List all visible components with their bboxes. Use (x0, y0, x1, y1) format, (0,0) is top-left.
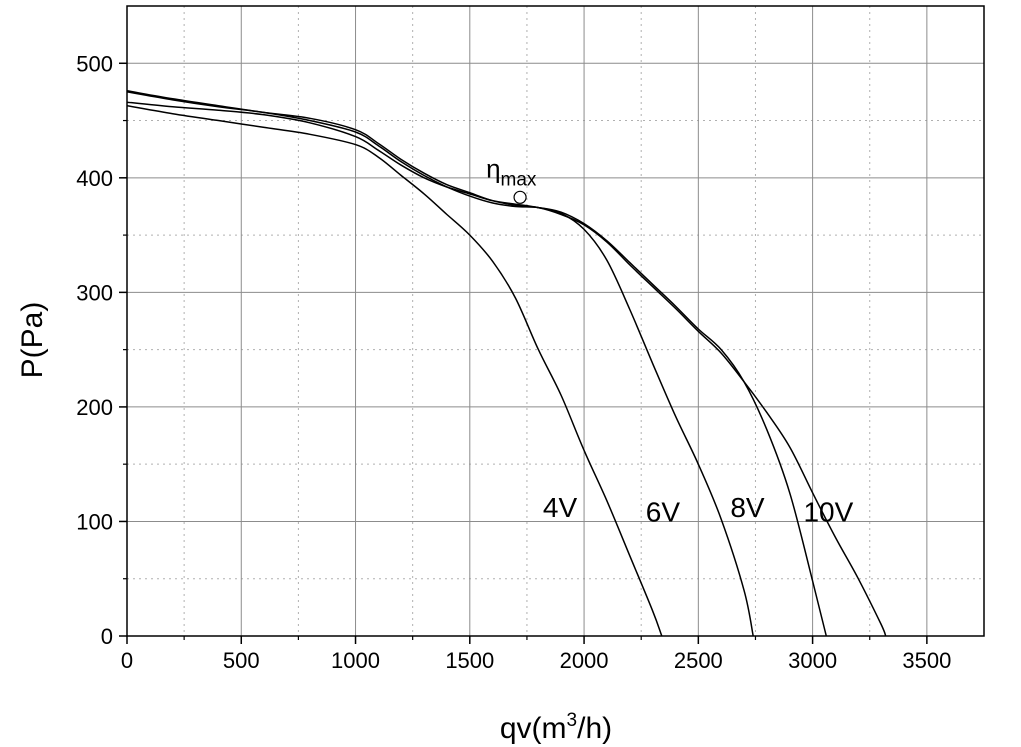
x-tick-label: 3500 (902, 648, 951, 673)
series-label-8v: 8V (730, 492, 765, 523)
y-axis-title: P(Pa) (16, 302, 49, 379)
x-axis-title-superscript: 3 (567, 710, 578, 731)
x-tick-label: 0 (121, 648, 133, 673)
grid-lines (127, 6, 984, 636)
max-efficiency-label: ηmax (486, 153, 537, 190)
axis-tick-labels: 0 500 1000 1500 2000 2500 3000 3500 0 100 200 300 40… (76, 51, 951, 673)
x-tick-label: 500 (223, 648, 260, 673)
series-labels: 4V 6V 8V 10V (543, 492, 854, 528)
x-tick-label: 1500 (445, 648, 494, 673)
x-tick-label: 1000 (331, 648, 380, 673)
x-axis-title-end: /h) (577, 712, 612, 745)
y-tick-label: 200 (76, 395, 113, 420)
series-line-4v (126, 104, 663, 637)
series-label-10v: 10V (803, 496, 853, 527)
y-tick-label: 0 (101, 624, 113, 649)
x-tick-label: 2000 (560, 648, 609, 673)
y-tick-label: 100 (76, 509, 113, 534)
series-line-10v (126, 90, 887, 637)
series-label-4v: 4V (543, 492, 578, 523)
series-label-6v: 6V (646, 496, 681, 527)
max-subscript: max (501, 169, 537, 190)
x-tick-label: 3000 (788, 648, 837, 673)
series-line-8v (126, 91, 828, 637)
x-axis-title: qv(m3/h) (500, 710, 612, 745)
max-efficiency-annotation: ηmax (486, 153, 537, 204)
y-tick-label: 300 (76, 280, 113, 305)
y-tick-label: 400 (76, 166, 113, 191)
series-lines (126, 90, 887, 637)
x-tick-label: 2500 (674, 648, 723, 673)
max-efficiency-marker (513, 190, 527, 204)
axis-ticks (119, 62, 928, 644)
eta-symbol: η (486, 153, 500, 183)
plot-area-frame (126, 5, 985, 637)
series-line-6v (126, 101, 754, 637)
x-axis-title-main: qv(m (500, 712, 567, 745)
y-tick-label: 500 (76, 51, 113, 76)
